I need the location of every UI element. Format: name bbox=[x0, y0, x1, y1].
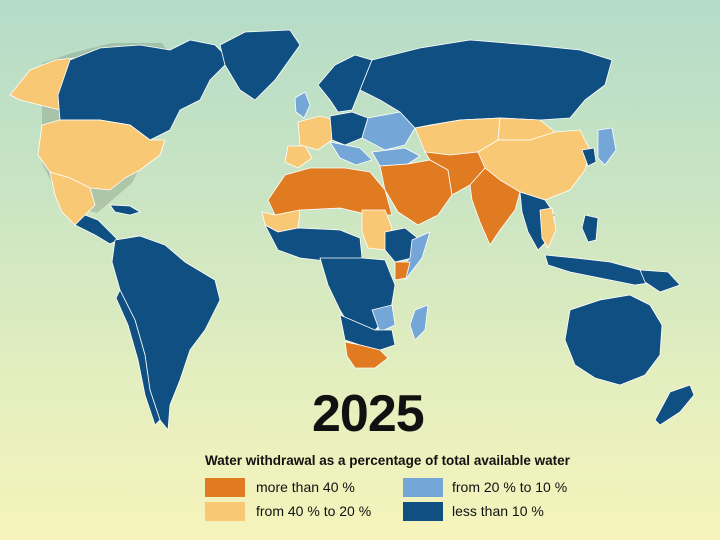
region-north-africa bbox=[267, 167, 393, 216]
legend-swatch-40-20 bbox=[205, 502, 245, 521]
legend-swatch-gt40 bbox=[205, 478, 245, 497]
region-papua bbox=[639, 269, 681, 293]
region-south-africa bbox=[344, 341, 389, 369]
region-greenland bbox=[219, 29, 301, 101]
legend-label-40-20: from 40 % to 20 % bbox=[256, 503, 372, 519]
legend-swatch-20-10 bbox=[403, 478, 443, 497]
region-new-zealand bbox=[654, 384, 695, 426]
region-russia bbox=[359, 39, 613, 129]
legend-label-gt40: more than 40 % bbox=[256, 479, 355, 495]
region-east-africa bbox=[371, 304, 396, 333]
region-philippines bbox=[581, 214, 599, 243]
region-central-europe bbox=[329, 111, 369, 146]
region-turkey bbox=[371, 147, 421, 167]
region-australia bbox=[564, 294, 663, 386]
region-italy-balkans bbox=[329, 141, 373, 166]
region-japan bbox=[597, 127, 617, 166]
region-south-america bbox=[111, 235, 221, 431]
legend-title: Water withdrawal as a percentage of tota… bbox=[205, 453, 570, 468]
region-korea bbox=[581, 147, 597, 167]
region-west-africa bbox=[264, 224, 363, 263]
region-western-europe bbox=[297, 115, 336, 151]
region-thailand-vietnam bbox=[539, 207, 557, 249]
region-southern-africa bbox=[339, 314, 396, 351]
region-madagascar bbox=[409, 304, 429, 341]
region-india bbox=[469, 167, 521, 246]
region-central-america bbox=[74, 214, 119, 245]
legend-swatch-lt10 bbox=[403, 502, 443, 521]
region-caribbean bbox=[109, 204, 141, 216]
legend-label-20-10: from 20 % to 10 % bbox=[452, 479, 568, 495]
legend-label-lt10: less than 10 % bbox=[452, 503, 544, 519]
region-uk bbox=[294, 91, 311, 119]
year-heading: 2025 bbox=[312, 385, 425, 443]
region-andes bbox=[115, 289, 161, 426]
region-iberia bbox=[284, 145, 313, 169]
region-indonesia bbox=[544, 254, 656, 286]
region-kenya bbox=[394, 261, 411, 281]
region-middle-east bbox=[379, 159, 453, 226]
